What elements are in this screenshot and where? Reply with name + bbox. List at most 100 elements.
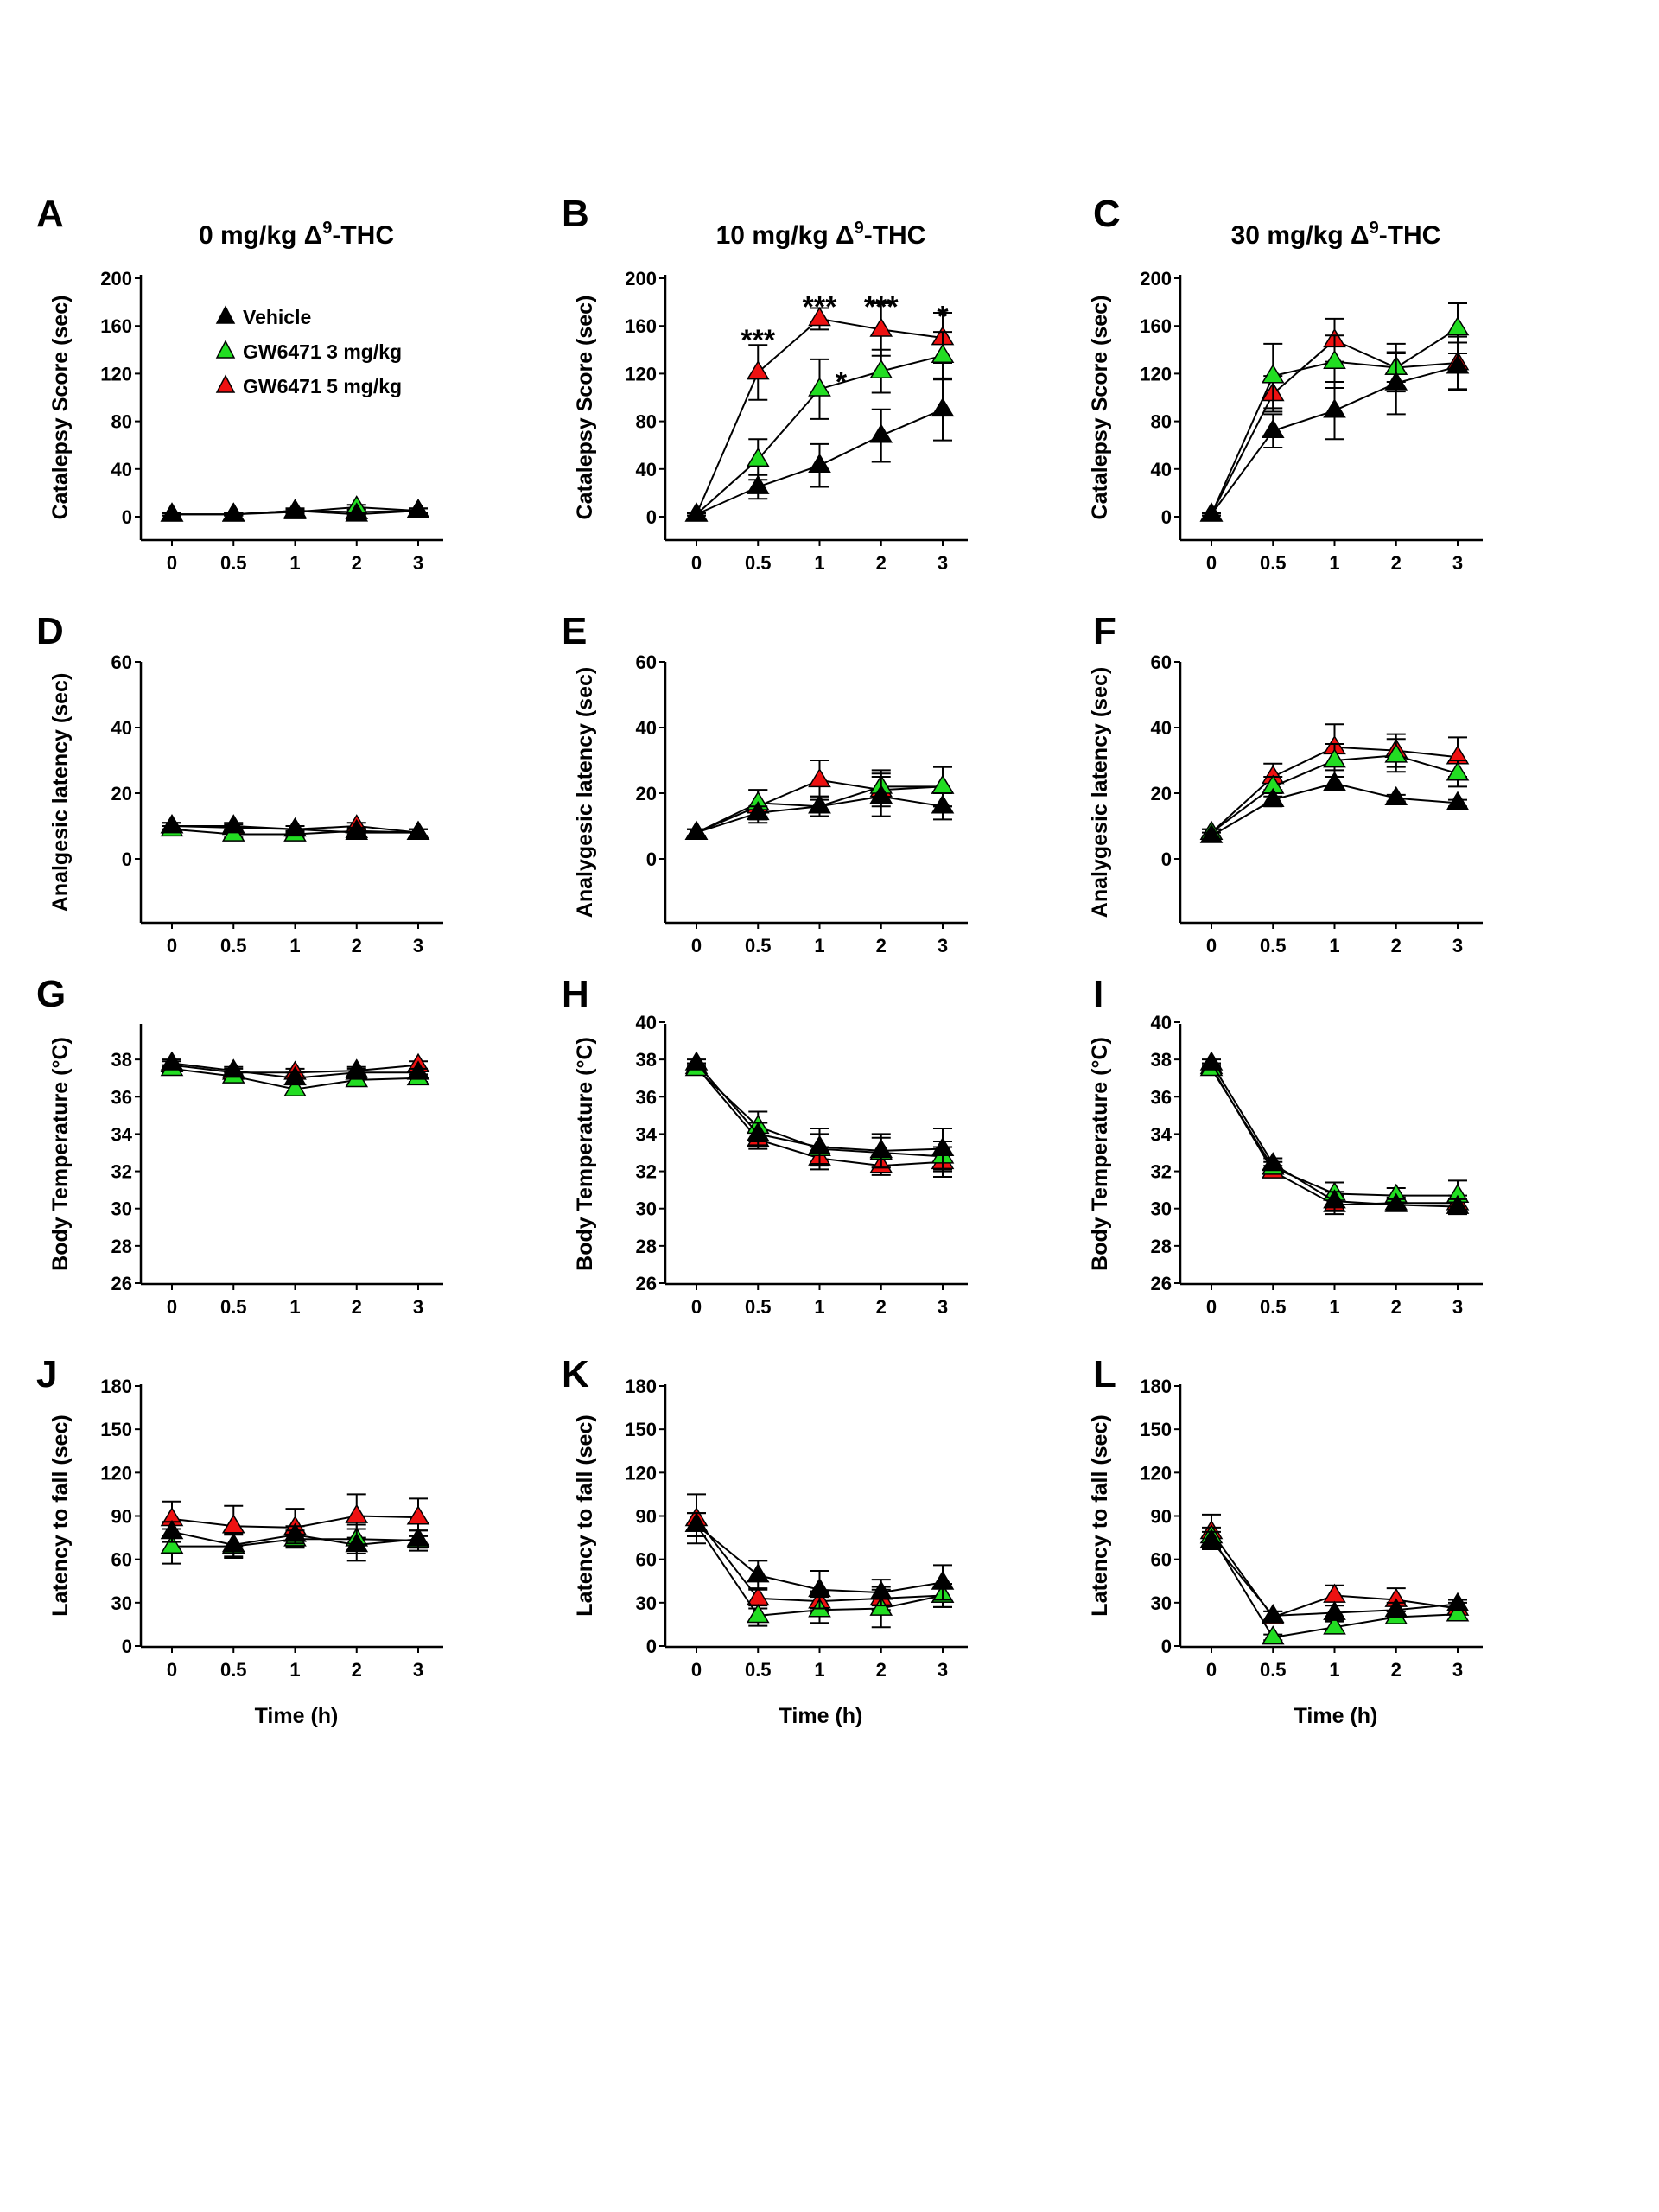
y-tick-label: 90 (636, 1506, 657, 1528)
data-point (1199, 502, 1224, 522)
data-point (1323, 748, 1346, 768)
data-point (345, 502, 369, 522)
x-tick-label: 1 (814, 552, 824, 574)
data-point (931, 397, 955, 417)
series-vehicle (160, 814, 430, 840)
data-point (1261, 787, 1285, 807)
data-point (931, 794, 955, 814)
y-tick-label: 80 (1151, 411, 1172, 433)
y-tick-label: 40 (636, 1012, 657, 1033)
x-tick-label: 0 (167, 552, 177, 574)
data-point (684, 1051, 709, 1071)
data-point (1323, 1615, 1346, 1635)
y-axis-label: Catalepsy Score (sec) (48, 296, 73, 520)
x-tick-label: 2 (876, 1296, 887, 1318)
legend-label: GW6471 5 mg/kg (243, 375, 402, 397)
data-point (808, 453, 831, 474)
data-point (160, 502, 184, 522)
data-point (283, 1065, 307, 1086)
panel-letter: J (36, 1353, 57, 1395)
panel-letter: L (1093, 1353, 1116, 1395)
y-tick-label: 36 (636, 1086, 657, 1108)
data-point (1446, 761, 1470, 781)
y-tick-label: 120 (100, 363, 132, 385)
data-point (746, 360, 770, 380)
y-tick-label: 0 (1161, 506, 1172, 528)
data-point (869, 359, 893, 378)
x-tick-label: 0 (1206, 1296, 1217, 1318)
series-vehicle (1199, 771, 1470, 843)
x-tick-label: 2 (876, 552, 887, 574)
y-tick-label: 26 (636, 1273, 657, 1294)
panel-c: C 30 mg/kg Δ9-THC 0 40 80 120 160 200 0 0.5 1 2 3 Cat… (1088, 193, 1483, 574)
y-tick-label: 28 (1151, 1236, 1172, 1257)
y-tick-label: 30 (636, 1592, 657, 1614)
data-point (808, 307, 831, 327)
data-point (160, 814, 184, 834)
y-tick-label: 34 (1151, 1123, 1173, 1145)
data-point (221, 502, 245, 522)
y-tick-label: 36 (1151, 1086, 1172, 1108)
y-tick-label: 0 (1161, 1636, 1172, 1657)
data-point (406, 820, 430, 840)
data-point (1323, 1600, 1346, 1620)
data-point (808, 1135, 831, 1154)
data-point (345, 1533, 369, 1553)
data-point (160, 1051, 184, 1071)
legend-marker-icon (215, 340, 236, 359)
panel-letter: F (1093, 610, 1116, 652)
y-tick-label: 40 (111, 459, 132, 480)
y-tick-label: 34 (111, 1123, 133, 1145)
y-tick-label: 150 (100, 1419, 132, 1440)
legend-marker-icon (215, 374, 236, 393)
y-tick-label: 30 (111, 1198, 132, 1220)
x-tick-label: 3 (938, 1296, 948, 1318)
data-point (684, 502, 709, 522)
x-tick-label: 2 (352, 935, 362, 957)
x-tick-label: 0.5 (1260, 552, 1287, 574)
y-tick-label: 60 (636, 652, 657, 673)
y-tick-label: 0 (1161, 849, 1172, 870)
significance-annotation: *** (741, 324, 775, 357)
panel-f: F 0 20 40 60 0 0.5 1 2 3 Analygesic latency (sec) (1088, 610, 1483, 957)
data-point (1446, 1602, 1470, 1622)
significance-annotation: *** (864, 290, 899, 323)
panel-letter: I (1093, 973, 1103, 1015)
y-tick-label: 120 (625, 363, 657, 385)
y-tick-label: 32 (111, 1161, 132, 1183)
x-tick-label: 2 (352, 552, 362, 574)
x-tick-label: 0.5 (220, 552, 247, 574)
panel-a: A 0 mg/kg Δ9-THC 0 40 80 120 160 200 0 0.5 1 2 3 Cata… (36, 193, 443, 574)
y-tick-label: 80 (636, 411, 657, 433)
y-axis-label: Catalepsy Score (sec) (1088, 296, 1112, 520)
x-axis-label: Time (h) (779, 1704, 863, 1728)
y-axis-label: Body Temperature (°C) (573, 1037, 597, 1271)
data-point (1261, 1625, 1285, 1645)
data-point (1384, 743, 1408, 763)
y-tick-label: 38 (1151, 1049, 1172, 1071)
y-tick-label: 30 (1151, 1592, 1172, 1614)
x-tick-label: 3 (1452, 1659, 1463, 1681)
data-point (221, 1058, 245, 1078)
data-point (746, 1122, 770, 1141)
x-tick-label: 3 (1452, 935, 1463, 957)
y-axis-label: Latency to fall (sec) (573, 1414, 597, 1616)
x-tick-label: 0.5 (1260, 935, 1287, 957)
data-point (1199, 1529, 1224, 1548)
y-axis-label: Analgesic latency (sec) (48, 673, 73, 912)
x-tick-label: 0.5 (220, 1296, 247, 1318)
data-point (1384, 1598, 1408, 1618)
legend-marker-icon (215, 305, 236, 324)
series-gw6471-3-mg-kg (1199, 1057, 1470, 1211)
x-tick-label: 1 (1329, 552, 1339, 574)
x-axis-label: Time (h) (1294, 1704, 1378, 1728)
x-tick-label: 0.5 (1260, 1296, 1287, 1318)
data-point (406, 1505, 430, 1525)
x-tick-label: 1 (1329, 1296, 1339, 1318)
y-tick-label: 40 (636, 717, 657, 739)
data-point (1323, 1189, 1346, 1209)
x-tick-label: 1 (814, 935, 824, 957)
data-point (1261, 418, 1285, 438)
data-point (221, 1533, 245, 1553)
